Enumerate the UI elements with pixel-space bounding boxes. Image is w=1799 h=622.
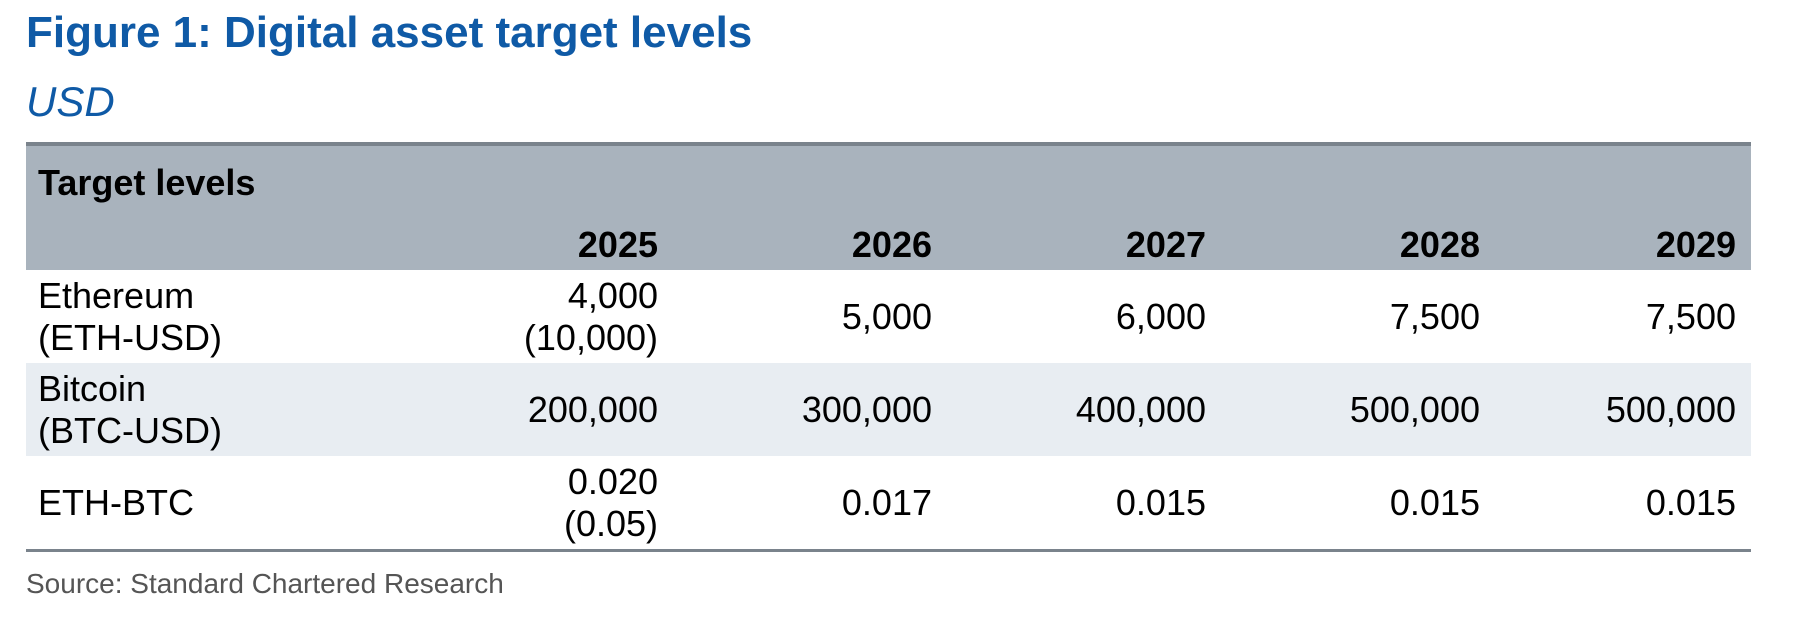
cell-2026: 5,000 (841, 295, 932, 337)
cell-2025: 0.020 (0.05) (564, 456, 658, 549)
figure-subtitle: USD (26, 78, 115, 125)
row-label-line1: Ethereum (38, 274, 195, 316)
cell-2025-line1: 200,000 (527, 388, 658, 430)
cell-2026: 0.017 (841, 481, 932, 523)
cell-2026: 300,000 (801, 388, 932, 430)
table-header: Target levels 2025 2026 2027 2028 2029 (26, 146, 1751, 270)
cell-2025-line1: 0.020 (567, 460, 658, 502)
cell-2029: 0.015 (1645, 481, 1736, 523)
cell-2025: 4,000 (10,000) (524, 270, 658, 363)
figure-title: Figure 1: Digital asset target levels (26, 8, 753, 57)
row-label-line1: ETH-BTC (38, 481, 194, 523)
row-label: Ethereum (ETH-USD) (38, 270, 222, 363)
header-year-2029: 2029 (1655, 224, 1736, 265)
row-label: Bitcoin (BTC-USD) (38, 363, 222, 456)
cell-2025: 200,000 (528, 363, 658, 456)
cell-2027: 400,000 (1075, 388, 1206, 430)
header-year-2026: 2026 (851, 224, 932, 265)
cell-2028: 7,500 (1389, 295, 1480, 337)
cell-2027: 6,000 (1115, 295, 1206, 337)
table-row-eth-btc: ETH-BTC 0.020 (0.05) 0.017 0.015 0.015 0… (26, 456, 1751, 549)
cell-2028: 0.015 (1389, 481, 1480, 523)
cell-2025-line2: (10,000) (523, 316, 658, 358)
cell-2025-line1: 4,000 (567, 274, 658, 316)
table-bottom-rule (26, 549, 1751, 552)
cell-2029: 500,000 (1605, 388, 1736, 430)
target-levels-table: Target levels 2025 2026 2027 2028 2029 E… (26, 142, 1751, 552)
table-row-bitcoin: Bitcoin (BTC-USD) 200,000 300,000 400,00… (26, 363, 1751, 456)
cell-2028: 500,000 (1349, 388, 1480, 430)
header-year-2025: 2025 (577, 224, 658, 265)
row-label-line2: (BTC-USD) (38, 409, 222, 451)
header-year-2028: 2028 (1399, 224, 1480, 265)
cell-2027: 0.015 (1115, 481, 1206, 523)
cell-2029: 7,500 (1645, 295, 1736, 337)
cell-2025-line2: (0.05) (563, 502, 658, 544)
header-group-label: Target levels (38, 162, 256, 203)
source-note: Source: Standard Chartered Research (26, 568, 504, 599)
row-label: ETH-BTC (38, 456, 194, 549)
row-label-line1: Bitcoin (38, 367, 147, 409)
row-label-line2: (ETH-USD) (38, 316, 222, 358)
table-row-ethereum: Ethereum (ETH-USD) 4,000 (10,000) 5,000 … (26, 270, 1751, 363)
header-year-2027: 2027 (1125, 224, 1206, 265)
table-top-rule (26, 142, 1751, 146)
